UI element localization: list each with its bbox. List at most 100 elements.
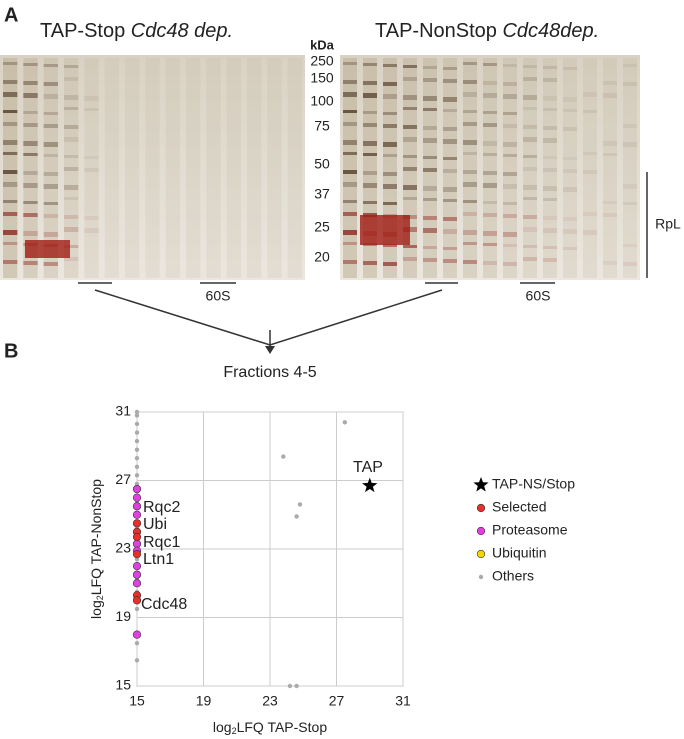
gel-band — [423, 156, 437, 159]
gel-band — [64, 167, 79, 171]
gel-band — [3, 80, 18, 84]
gel-band — [84, 228, 99, 233]
gel-band — [363, 123, 377, 127]
gel-band — [623, 64, 637, 67]
point — [132, 562, 142, 571]
marker-label: 250 — [310, 53, 334, 69]
gel-band — [64, 185, 79, 190]
gel-band — [443, 97, 457, 102]
legend-marker — [473, 477, 489, 492]
gel-band — [383, 94, 397, 99]
gel-band — [360, 215, 410, 245]
marker-label: 100 — [310, 93, 334, 109]
x-tick-label: 27 — [329, 693, 345, 709]
gel-band — [563, 247, 577, 250]
gel-band — [583, 110, 597, 113]
gel-band — [383, 124, 397, 128]
annotation: Rqc1 — [143, 534, 180, 551]
gel-band — [3, 92, 18, 97]
gel-band — [363, 153, 377, 156]
gel-band — [3, 170, 18, 174]
gel-band — [443, 169, 457, 173]
gel-band — [483, 93, 497, 98]
gel-band — [403, 155, 417, 158]
gel-band — [543, 96, 557, 101]
y-tick-label: 23 — [115, 540, 131, 556]
gel-band — [583, 212, 597, 216]
gel-band — [64, 65, 79, 68]
gel-lane — [145, 58, 160, 278]
gel-band — [43, 172, 58, 176]
gel-band — [503, 112, 517, 115]
gel-band — [523, 227, 537, 232]
gel-band — [623, 82, 637, 86]
gel-band — [383, 64, 397, 67]
y-axis-label: log2LFQ TAP-NonStop — [88, 479, 106, 619]
gel-band — [363, 111, 377, 114]
gel-lane — [23, 58, 38, 278]
gel-band — [43, 112, 58, 115]
gel-title-right: TAP-NonStop Cdc48dep. — [375, 20, 599, 42]
legend-label: Others — [492, 568, 534, 584]
gel-band — [563, 97, 577, 102]
gel-band — [543, 186, 557, 191]
gel-band — [463, 182, 477, 187]
gel-band — [563, 229, 577, 234]
gel-band — [463, 110, 477, 113]
fraction-label: 60S — [526, 288, 551, 304]
gel-lane — [523, 58, 537, 278]
gel-band — [443, 109, 457, 112]
marker-label: 50 — [314, 156, 330, 172]
gel-band — [523, 65, 537, 68]
gel-band — [603, 141, 617, 146]
gel-band — [64, 107, 79, 110]
point — [134, 447, 140, 452]
point — [134, 409, 140, 415]
gel-band — [443, 247, 457, 250]
annotation: Ubi — [143, 516, 167, 533]
gel-band — [23, 213, 38, 217]
point — [134, 640, 140, 646]
gel-band — [623, 202, 637, 205]
gel-band — [563, 67, 577, 70]
gel-band — [43, 142, 58, 147]
pool-label: Fractions 4-5 — [223, 364, 316, 381]
gel-band — [343, 62, 357, 65]
gel-band — [403, 167, 417, 171]
gel-band — [463, 152, 477, 155]
point — [132, 502, 142, 511]
gel-band — [523, 167, 537, 171]
point — [294, 514, 299, 519]
gel-band — [343, 212, 357, 216]
gel-band — [423, 66, 437, 69]
gel-band — [3, 182, 18, 187]
gel-band — [363, 171, 377, 175]
gel-band — [563, 187, 577, 192]
gel-band — [423, 258, 437, 262]
gel-title-left: TAP-Stop Cdc48 dep. — [40, 20, 233, 42]
gel-band — [383, 202, 397, 205]
gel-band — [483, 123, 497, 127]
gel-band — [463, 212, 477, 216]
gel-band — [423, 78, 437, 82]
gel-band — [43, 64, 58, 67]
gel-band — [23, 141, 38, 146]
gel-band — [443, 259, 457, 263]
gel-band — [64, 257, 79, 261]
gel-band — [383, 154, 397, 157]
pool-arrow-lines — [94, 289, 443, 346]
gel-band — [543, 156, 557, 159]
gel-band — [483, 81, 497, 85]
gel-band — [3, 242, 18, 245]
gel-band — [423, 216, 437, 220]
point — [132, 596, 142, 605]
point — [134, 438, 140, 444]
gel-band — [343, 230, 357, 235]
gel-lane — [104, 58, 119, 278]
point — [287, 683, 293, 689]
gel-band — [343, 152, 357, 155]
gel-band — [583, 170, 597, 174]
point — [132, 630, 142, 639]
gel-band — [23, 201, 38, 204]
gel-band — [363, 93, 377, 98]
